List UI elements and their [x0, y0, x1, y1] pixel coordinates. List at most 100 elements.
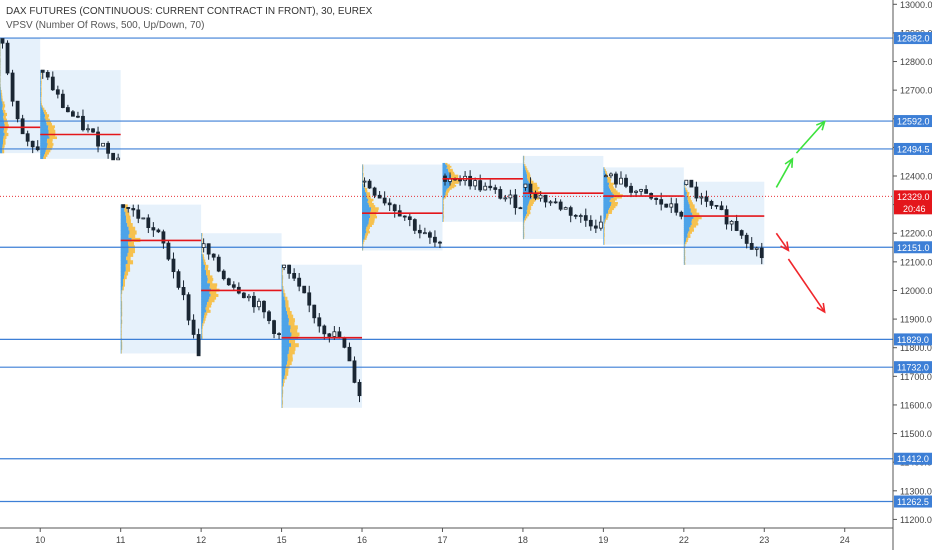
volume-down-bar: [604, 232, 605, 236]
candle-body: [699, 196, 704, 199]
volume-down-bar: [523, 232, 525, 236]
volume-up-bar: [120, 215, 127, 220]
volume-down-bar: [47, 127, 55, 131]
candle-body: [317, 317, 322, 327]
volume-up-bar: [442, 205, 444, 208]
candle-body: [654, 197, 659, 200]
volume-down-bar: [126, 256, 131, 261]
volume-up-bar: [0, 109, 3, 114]
candle-body: [744, 234, 749, 244]
volume-up-bar: [281, 285, 283, 290]
volume-down-bar: [443, 208, 444, 211]
volume-down-bar: [366, 192, 370, 195]
volume-up-bar: [0, 132, 5, 137]
level-label-bg: [894, 361, 932, 374]
volume-down-bar: [124, 275, 127, 280]
volume-up-bar: [120, 286, 123, 291]
candle-body: [297, 277, 302, 287]
volume-up-bar: [442, 193, 446, 196]
volume-down-bar: [287, 353, 293, 358]
volume-down-bar: [528, 201, 534, 204]
volume-up-bar: [120, 208, 125, 213]
volume-up-bar: [201, 323, 203, 327]
level-label: 11412.0: [897, 454, 929, 464]
volume-up-bar: [281, 271, 283, 276]
volume-down-bar: [604, 219, 606, 222]
volume-down-bar: [121, 323, 122, 328]
volume-up-bar: [120, 289, 122, 295]
volume-down-bar: [46, 120, 52, 124]
level-label-bg: [894, 241, 932, 254]
volume-down-bar: [604, 169, 606, 172]
volume-down-bar: [285, 303, 289, 308]
volume-down-bar: [451, 176, 459, 178]
volume-down-bar: [446, 189, 450, 192]
volume-up-bar: [442, 179, 452, 181]
volume-up-bar: [120, 301, 122, 306]
volume-down-bar: [362, 241, 364, 245]
volume-down-bar: [367, 224, 373, 227]
volume-up-bar: [40, 100, 41, 104]
volume-down-bar: [201, 238, 203, 242]
volume-down-bar: [3, 112, 8, 117]
volume-down-bar: [365, 233, 369, 236]
volume-down-bar: [44, 116, 49, 120]
volume-down-bar: [41, 76, 42, 80]
volume-up-bar: [40, 140, 47, 144]
volume-up-bar: [201, 330, 202, 335]
volume-up-bar: [120, 327, 122, 332]
volume-up-bar: [201, 285, 210, 290]
candle-body: [679, 211, 684, 217]
volume-down-bar: [533, 191, 542, 194]
candle-body: [327, 333, 332, 337]
x-tick-label: 17: [437, 535, 447, 545]
volume-down-bar: [128, 226, 136, 231]
volume-down-bar: [362, 166, 364, 170]
volume-up-bar: [120, 338, 122, 343]
volume-down-bar: [609, 207, 614, 211]
volume-down-bar: [125, 263, 130, 269]
volume-down-bar: [127, 241, 134, 246]
level-label-bg: [894, 333, 932, 346]
volume-up-bar: [603, 227, 605, 230]
candle-body: [619, 177, 623, 185]
volume-down-bar: [443, 209, 444, 212]
candle-body: [553, 201, 558, 204]
volume-down-bar: [201, 251, 203, 255]
candle-body: [433, 236, 437, 243]
volume-up-bar: [281, 282, 283, 287]
volume-down-bar: [605, 171, 607, 174]
volume-up-bar: [120, 211, 126, 216]
volume-up-bar: [683, 185, 685, 189]
volume-up-bar: [120, 304, 122, 309]
volume-up-bar: [201, 320, 204, 324]
volume-down-bar: [443, 217, 444, 220]
volume-up-bar: [442, 198, 444, 200]
volume-down-bar: [604, 227, 605, 230]
volume-down-bar: [45, 149, 51, 153]
volume-down-bar: [43, 112, 48, 115]
volume-down-bar: [526, 209, 531, 213]
candle-body: [30, 140, 35, 148]
down-arrow-head: [816, 302, 826, 314]
volume-up-bar: [120, 260, 128, 265]
volume-down-bar: [122, 286, 124, 291]
volume-down-bar: [448, 168, 453, 171]
volume-down-bar: [607, 176, 611, 180]
volume-up-bar: [0, 92, 2, 97]
volume-up-bar: [522, 157, 524, 161]
volume-down-bar: [44, 151, 49, 155]
volume-down-bar: [527, 176, 531, 179]
volume-down-bar: [366, 226, 370, 230]
volume-up-bar: [40, 76, 42, 80]
volume-down-bar: [209, 283, 218, 287]
up-arrow-head: [784, 157, 794, 168]
volume-up-bar: [522, 188, 532, 192]
candle-body: [568, 207, 573, 216]
candle-body: [45, 71, 50, 78]
candle-body: [282, 264, 286, 268]
volume-up-bar: [522, 228, 524, 231]
volume-up-bar: [281, 353, 288, 358]
volume-down-bar: [523, 220, 525, 223]
